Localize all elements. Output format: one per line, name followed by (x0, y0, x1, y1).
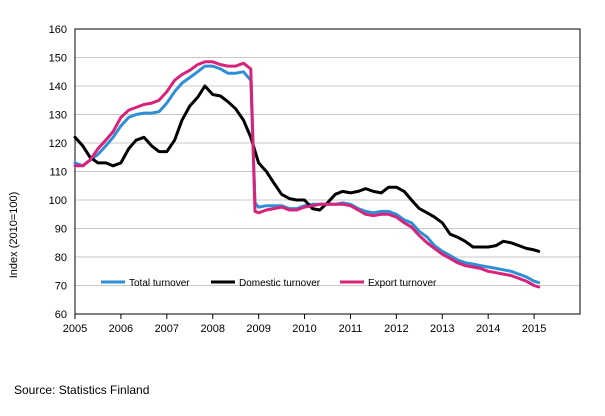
series-line (73, 64, 541, 285)
x-tick-label: 2005 (63, 323, 87, 335)
x-axis-tick-marks (74, 314, 535, 319)
y-tick-label: 160 (49, 24, 67, 36)
legend-label: Export turnover (368, 278, 437, 289)
grid-lines (75, 57, 580, 286)
y-tick-label: 80 (55, 252, 67, 264)
x-tick-label: 2013 (430, 323, 454, 335)
y-tick-label: 140 (49, 81, 67, 93)
y-tick-label: 90 (55, 224, 67, 236)
legend: Total turnover Domestic turnover Export tu… (101, 278, 437, 289)
legend-label: Domestic turnover (239, 278, 321, 289)
legend-label: Total turnover (129, 278, 190, 289)
y-axis-label: Index (2010=100) (8, 192, 20, 279)
series-lines (73, 60, 541, 289)
x-axis-tick-labels: 2005 2006 2007 2008 2009 2010 2011 2012 2013 2014… (63, 323, 547, 335)
x-tick-label: 2015 (522, 323, 546, 335)
x-tick-label: 2014 (476, 323, 500, 335)
y-tick-label: 70 (55, 281, 67, 293)
series-line (73, 60, 541, 289)
y-tick-label: 120 (49, 138, 67, 150)
x-tick-label: 2010 (292, 323, 316, 335)
y-tick-label: 60 (55, 309, 67, 321)
x-tick-label: 2012 (384, 323, 408, 335)
x-tick-label: 2006 (109, 323, 133, 335)
x-tick-label: 2011 (339, 323, 363, 335)
x-tick-label: 2009 (246, 323, 270, 335)
y-tick-label: 110 (49, 167, 67, 179)
x-tick-label: 2008 (200, 323, 224, 335)
y-tick-label: 150 (49, 53, 67, 65)
x-tick-label: 2007 (155, 323, 179, 335)
source-note: Source: Statistics Finland (14, 383, 150, 397)
series-line (73, 84, 541, 253)
y-tick-label: 100 (49, 195, 67, 207)
y-axis-tick-labels: 60 70 80 90 100 110 120 130 140 150 160 (49, 24, 67, 321)
y-tick-label: 130 (49, 110, 67, 122)
plot-area-frame (74, 28, 581, 315)
